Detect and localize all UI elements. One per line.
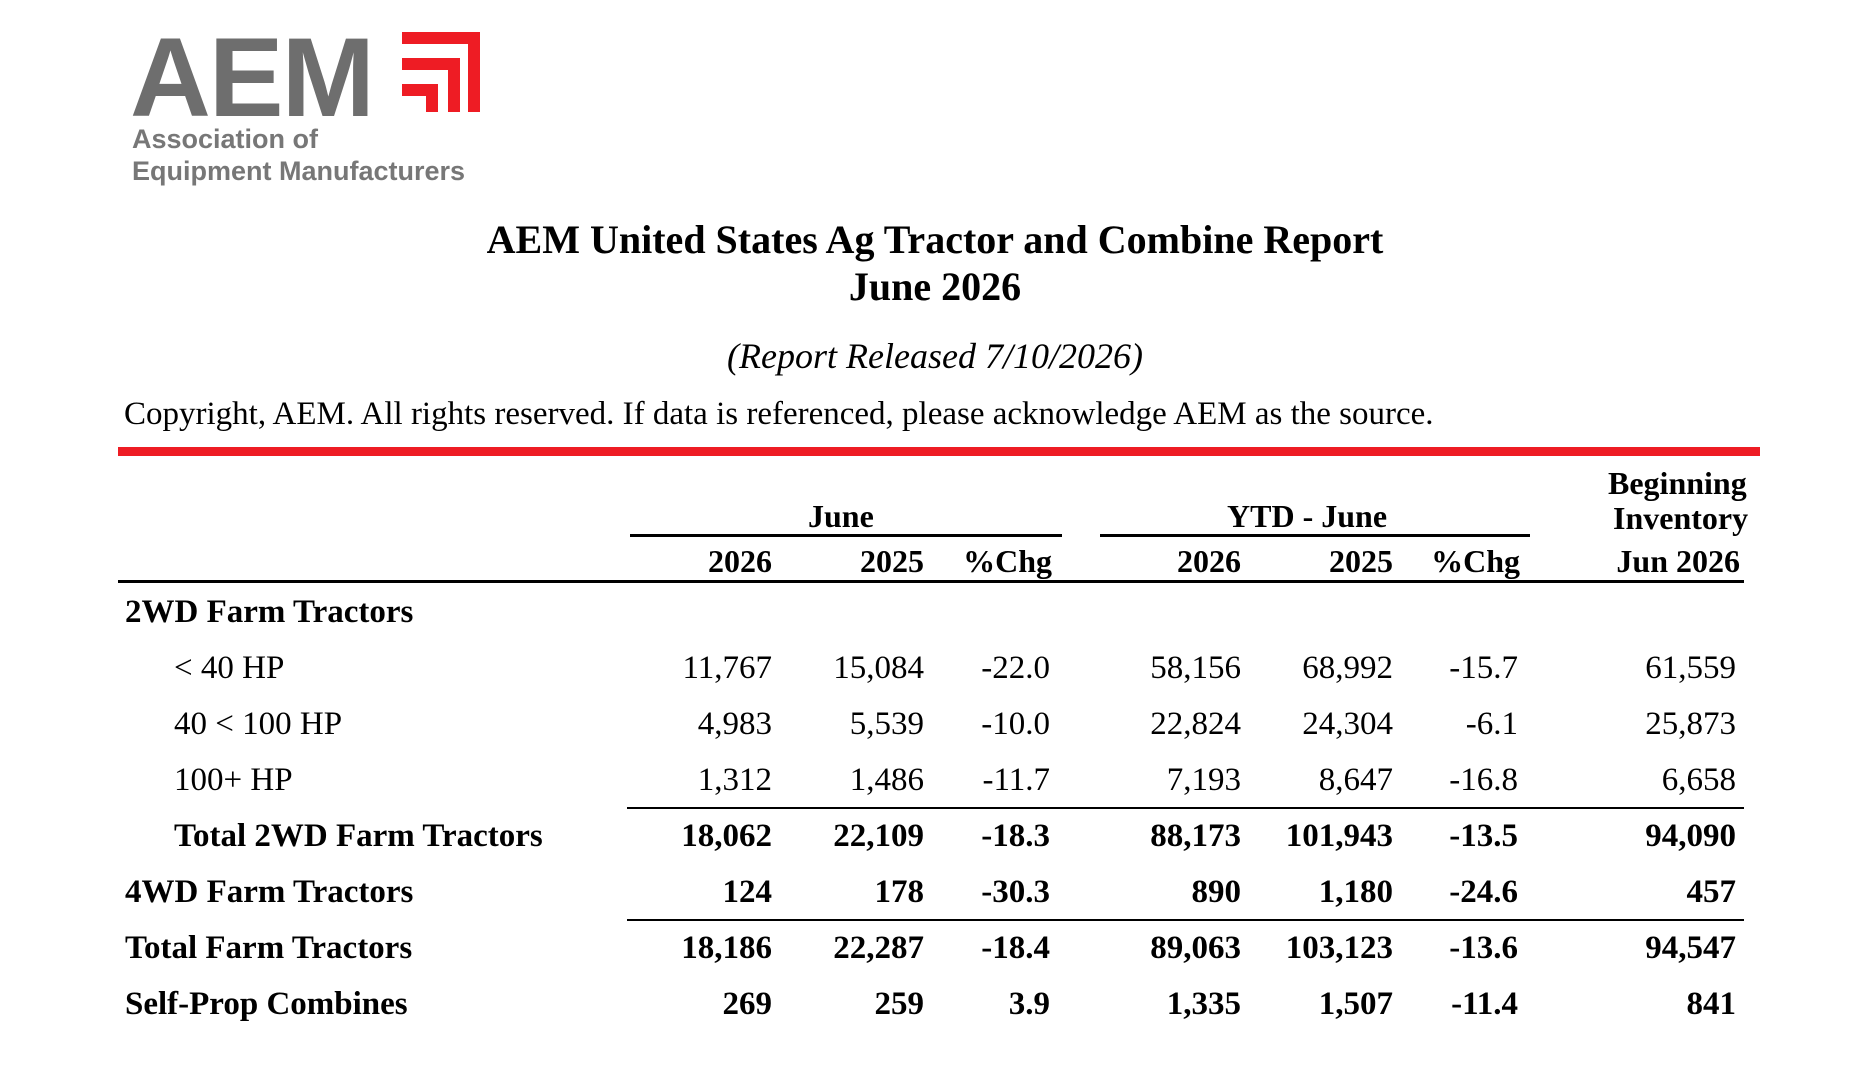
table-row: < 40 HP 11,767 15,084 -22.0 58,156 68,99… — [0, 652, 1854, 692]
row-label: 40 < 100 HP — [174, 706, 343, 742]
cell-inventory: 94,547 — [1645, 930, 1736, 966]
cell-june-2026: 18,186 — [681, 930, 772, 966]
cell-inventory: 61,559 — [1645, 650, 1736, 686]
cell-ytd-2025: 1,507 — [1318, 986, 1393, 1022]
cell-ytd-pctchg: -13.6 — [1449, 930, 1518, 966]
cell-june-pctchg: -22.0 — [981, 650, 1050, 686]
copyright-notice: Copyright, AEM. All rights reserved. If … — [124, 396, 1434, 432]
report-title: AEM United States Ag Tractor and Combine… — [486, 217, 1384, 262]
cell-inventory: 841 — [1686, 986, 1737, 1022]
col-header-inventory-jun-2026: Jun 2026 — [1616, 543, 1740, 579]
group-underline-june — [630, 534, 1062, 537]
table-row: Total 2WD Farm Tractors 18,062 22,109 -1… — [0, 820, 1854, 860]
cell-june-2025: 15,084 — [833, 650, 924, 686]
group-underline-ytd — [1100, 534, 1530, 537]
cell-june-pctchg: -30.3 — [981, 874, 1050, 910]
table-row: 2WD Farm Tractors — [0, 596, 1854, 636]
cell-ytd-2026: 1,335 — [1166, 986, 1241, 1022]
inventory-header-line-1: Beginning — [1608, 465, 1747, 501]
cell-june-2026: 269 — [722, 986, 773, 1022]
cell-june-2025: 1,486 — [849, 762, 924, 798]
report-release-date: (Report Released 7/10/2026) — [727, 336, 1143, 376]
logo-subtitle-line-2: Equipment Manufacturers — [132, 156, 466, 186]
col-header-ytd-pctchg: %Chg — [1431, 543, 1520, 579]
cell-june-pctchg: -18.4 — [981, 930, 1050, 966]
table-row: 4WD Farm Tractors 124 178 -30.3 890 1,18… — [0, 876, 1854, 916]
cell-ytd-2026: 88,173 — [1150, 818, 1241, 854]
cell-june-2026: 11,767 — [682, 650, 772, 686]
cell-june-2025: 5,539 — [849, 706, 924, 742]
group-header-ytd: YTD - June — [1227, 498, 1388, 534]
cell-june-pctchg: -11.7 — [982, 762, 1050, 798]
cell-ytd-2025: 1,180 — [1318, 874, 1393, 910]
logo-subtitle-line-1: Association of — [132, 124, 319, 154]
cell-june-2026: 1,312 — [697, 762, 772, 798]
inventory-header-line-2: Inventory — [1613, 500, 1749, 536]
aem-logo: AEM Association of Equipment Manufacture… — [130, 22, 510, 192]
cell-ytd-pctchg: -16.8 — [1449, 762, 1518, 798]
cell-ytd-pctchg: -24.6 — [1449, 874, 1518, 910]
cell-inventory: 94,090 — [1645, 818, 1736, 854]
cell-ytd-2025: 101,943 — [1285, 818, 1393, 854]
row-label: Total Farm Tractors — [125, 930, 413, 966]
row-label: Total 2WD Farm Tractors — [174, 818, 543, 854]
col-header-ytd-2026: 2026 — [1177, 543, 1241, 579]
cell-june-pctchg: -18.3 — [981, 818, 1050, 854]
red-divider — [118, 447, 1760, 456]
cell-june-2025: 178 — [874, 874, 925, 910]
col-header-ytd-2025: 2025 — [1329, 543, 1393, 579]
cell-ytd-pctchg: -13.5 — [1449, 818, 1518, 854]
cell-ytd-pctchg: -6.1 — [1465, 706, 1518, 742]
header-underline — [118, 580, 1744, 583]
row-label: Self-Prop Combines — [125, 986, 408, 1022]
logo-wordmark: AEM — [130, 15, 375, 140]
cell-ytd-2026: 890 — [1191, 874, 1242, 910]
cell-ytd-2025: 24,304 — [1302, 706, 1393, 742]
subtotal-rule — [627, 807, 1744, 809]
cell-inventory: 457 — [1686, 874, 1737, 910]
report-period: June 2026 — [848, 264, 1022, 309]
cell-june-2026: 4,983 — [697, 706, 772, 742]
cell-june-pctchg: 3.9 — [1008, 986, 1050, 1022]
cell-june-2025: 22,287 — [833, 930, 924, 966]
cell-june-2025: 22,109 — [833, 818, 924, 854]
row-label: < 40 HP — [174, 650, 285, 686]
cell-ytd-2025: 68,992 — [1302, 650, 1393, 686]
col-header-june-2025: 2025 — [860, 543, 924, 579]
cell-june-2026: 18,062 — [681, 818, 772, 854]
cell-inventory: 25,873 — [1645, 706, 1736, 742]
row-label: 4WD Farm Tractors — [125, 874, 414, 910]
row-label: 100+ HP — [174, 762, 293, 798]
cell-ytd-2026: 89,063 — [1150, 930, 1241, 966]
col-header-june-pctchg: %Chg — [963, 543, 1052, 579]
aem-logo-mark-icon — [402, 32, 480, 112]
cell-june-2025: 259 — [874, 986, 925, 1022]
cell-ytd-2025: 103,123 — [1285, 930, 1393, 966]
table-row: 40 < 100 HP 4,983 5,539 -10.0 22,824 24,… — [0, 708, 1854, 748]
cell-ytd-2026: 58,156 — [1150, 650, 1241, 686]
total-rule — [627, 919, 1744, 921]
col-header-june-2026: 2026 — [708, 543, 772, 579]
cell-inventory: 6,658 — [1661, 762, 1736, 798]
cell-ytd-2026: 7,193 — [1166, 762, 1241, 798]
cell-ytd-2025: 8,647 — [1318, 762, 1393, 798]
table-row: 100+ HP 1,312 1,486 -11.7 7,193 8,647 -1… — [0, 764, 1854, 804]
cell-june-2026: 124 — [722, 874, 773, 910]
cell-ytd-pctchg: -15.7 — [1449, 650, 1518, 686]
group-header-june: June — [808, 498, 874, 534]
cell-ytd-pctchg: -11.4 — [1451, 986, 1518, 1022]
table-row: Total Farm Tractors 18,186 22,287 -18.4 … — [0, 932, 1854, 972]
cell-ytd-2026: 22,824 — [1150, 706, 1241, 742]
table-row: Self-Prop Combines 269 259 3.9 1,335 1,5… — [0, 988, 1854, 1028]
row-label: 2WD Farm Tractors — [125, 594, 414, 630]
cell-june-pctchg: -10.0 — [981, 706, 1050, 742]
